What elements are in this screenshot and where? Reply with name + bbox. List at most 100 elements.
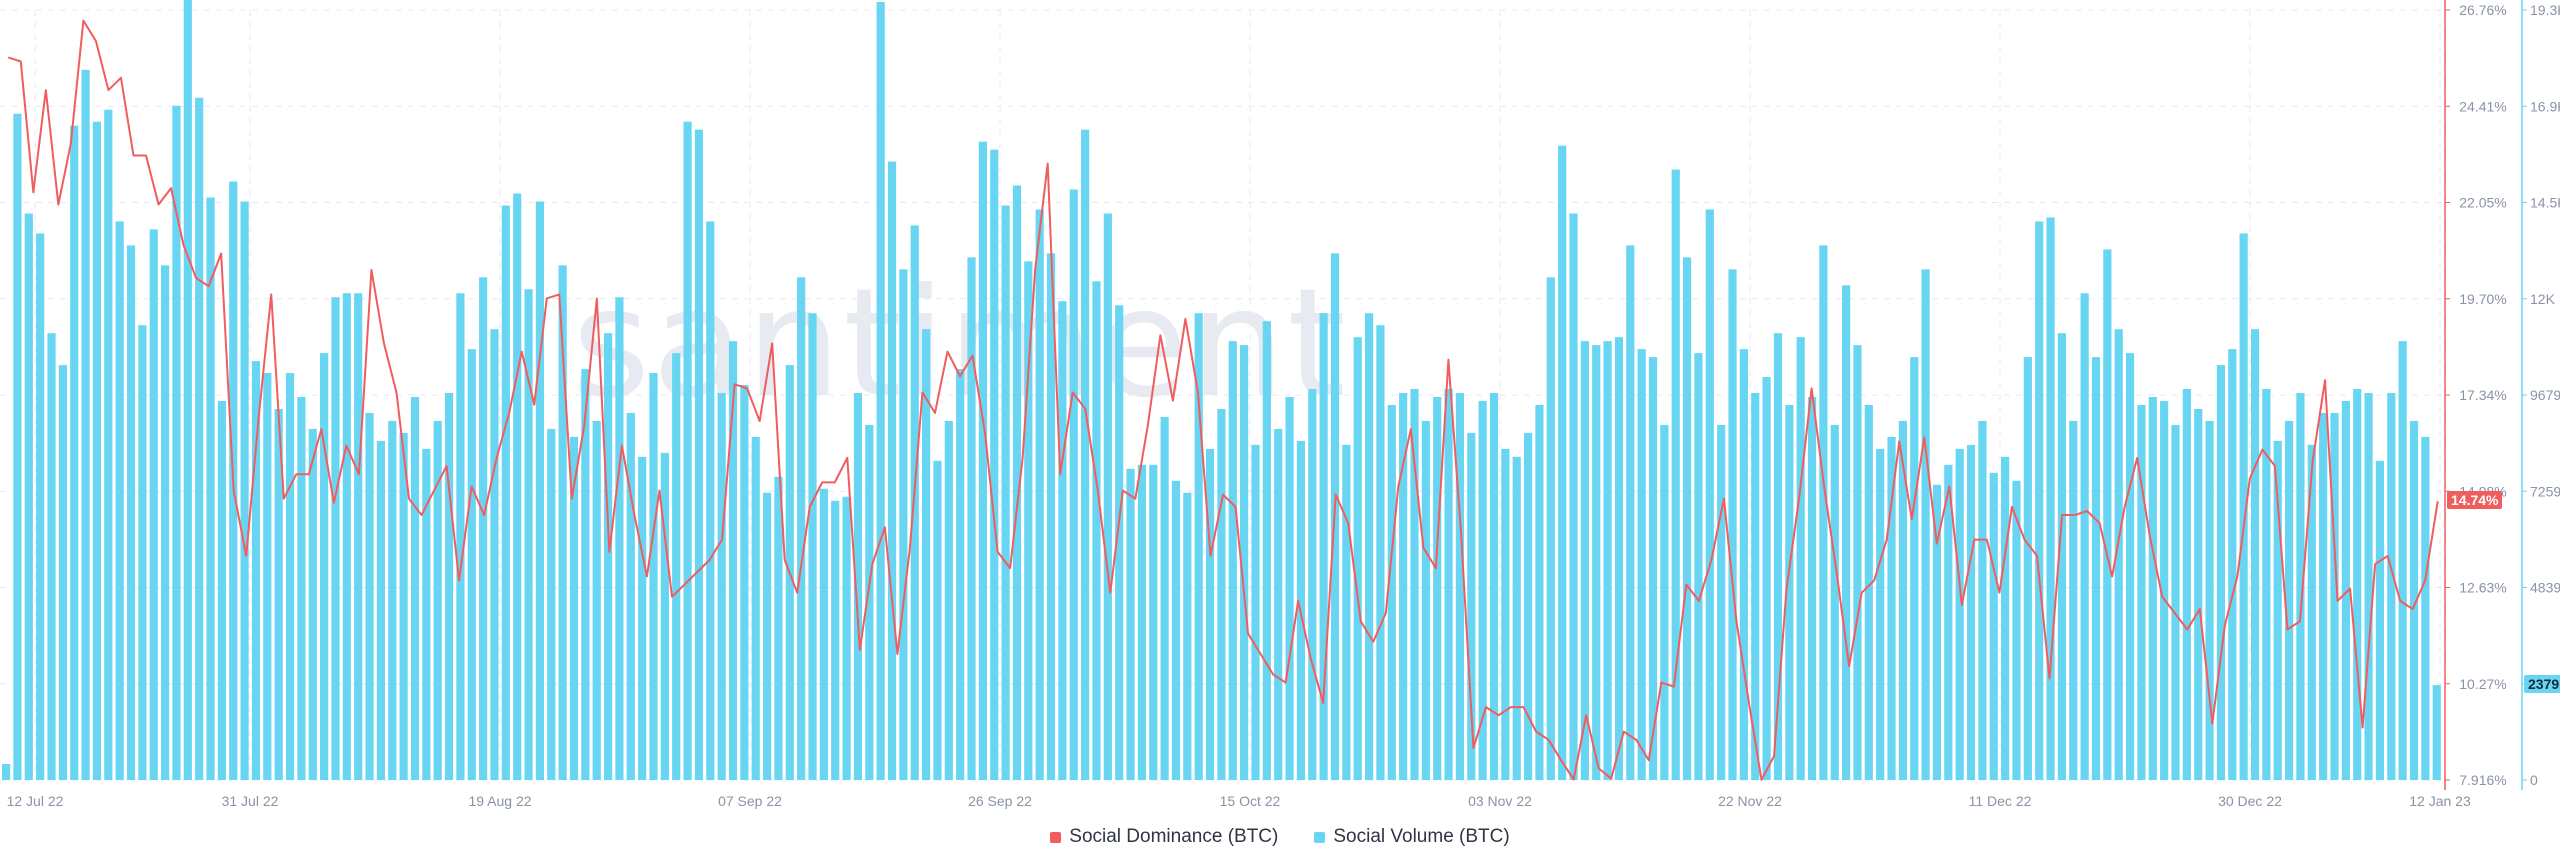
volume-bar (513, 193, 522, 780)
volume-bar (1160, 416, 1169, 780)
volume-bar (479, 277, 488, 780)
volume-bar (217, 400, 226, 780)
volume-bar (331, 297, 340, 780)
volume-bar (2080, 293, 2089, 780)
volume-bar (615, 297, 624, 780)
volume-bar (581, 369, 590, 780)
volume-bar (1069, 189, 1078, 780)
volume-bar (2296, 393, 2305, 780)
volume-bar (320, 353, 329, 780)
volume-bar (376, 440, 385, 780)
volume-bar (1955, 448, 1964, 780)
volume-bar (1796, 337, 1805, 780)
volume-bar (2182, 389, 2191, 780)
volume-bar (2125, 353, 2135, 780)
volume-bar (1353, 337, 1362, 780)
volume-bar (1024, 261, 1033, 781)
volume-bar (569, 436, 579, 780)
right-axis-tick-label: 12K (2530, 291, 2556, 307)
volume-bar (1285, 396, 1294, 780)
volume-bar (1012, 185, 1022, 781)
volume-bar (808, 313, 817, 780)
volume-bar (2239, 233, 2248, 781)
volume-bar (1966, 444, 1976, 780)
volume-bar (1376, 325, 1385, 780)
volume-bar (81, 69, 90, 781)
volume-bar (1103, 213, 1112, 781)
volume-bar (910, 225, 919, 780)
right-axis-tick-label: 9679 (2530, 387, 2560, 403)
volume-bar (1444, 389, 1453, 780)
volume-bar (2012, 480, 2021, 780)
volume-bar (206, 197, 215, 780)
volume-bar (308, 428, 317, 780)
volume-bar (944, 420, 953, 780)
volume-bar (774, 476, 783, 780)
volume-bar (649, 373, 658, 780)
volume-bar (1773, 333, 1783, 780)
volume-bar (58, 365, 67, 780)
volume-bar (1932, 484, 1942, 780)
volume-bar (694, 129, 704, 780)
volume-bar (2023, 357, 2032, 780)
volume-bar (751, 436, 760, 780)
volume-bar (47, 333, 56, 780)
volume-bar (161, 265, 170, 781)
volume-bar (1137, 464, 1146, 780)
volume-bar (1183, 492, 1192, 780)
volume-bar (592, 420, 601, 780)
volume-bar (1171, 480, 1181, 780)
legend-item-social-volume[interactable]: Social Volume (BTC) (1314, 826, 1510, 848)
volume-bar (36, 233, 45, 781)
volume-bar (1126, 468, 1135, 780)
volume-bar (1989, 472, 1998, 780)
volume-bar (2103, 249, 2112, 780)
volume-bar (819, 488, 828, 780)
volume-bar (1467, 432, 1476, 780)
volume-bar (2205, 420, 2214, 780)
volume-bar (2148, 396, 2157, 780)
volume-bar (2, 764, 11, 780)
volume-bar (887, 161, 897, 781)
left-axis-tick-label: 12.63% (2459, 580, 2506, 596)
volume-bar (2330, 412, 2339, 780)
volume-bar (126, 245, 136, 780)
volume-bar (2216, 365, 2226, 780)
legend-label-social-volume: Social Volume (BTC) (1333, 826, 1510, 847)
volume-bar (2319, 412, 2328, 780)
volume-bar (899, 269, 908, 780)
volume-bar (1739, 349, 1748, 780)
volume-bar (501, 205, 510, 781)
volume-bar (2069, 420, 2078, 780)
volume-bar (1001, 205, 1010, 781)
volume-bar (990, 149, 999, 780)
legend-item-social-dominance[interactable]: Social Dominance (BTC) (1050, 826, 1278, 848)
left-axis-tick-label: 10.27% (2459, 676, 2506, 692)
volume-bar (2284, 420, 2294, 780)
x-axis-tick-label: 22 Nov 22 (1718, 793, 1782, 809)
volume-bar (1387, 404, 1396, 780)
volume-bar (183, 0, 192, 780)
volume-bar (1433, 396, 1442, 780)
volume-bar (1478, 400, 1487, 780)
volume-bar (70, 125, 79, 780)
left-axis-tick-label: 7.916% (2459, 772, 2506, 788)
right-axis-tick-label: 0 (2530, 772, 2538, 788)
right-axis-tick-label: 14.5K (2530, 195, 2560, 211)
right-axis-tick-label: 4839 (2530, 580, 2560, 596)
volume-bar (1410, 389, 1419, 780)
volume-bar (706, 221, 715, 780)
volume-bar (2353, 389, 2362, 780)
volume-bar (2273, 440, 2282, 780)
right-axis-tick-label: 16.9K (2530, 98, 2560, 114)
volume-bar (2114, 329, 2123, 780)
volume-bar (717, 393, 726, 780)
volume-bar (1046, 253, 1056, 780)
volume-bar (1842, 285, 1851, 780)
volume-bar (1637, 349, 1646, 780)
volume-bar (138, 325, 147, 780)
volume-bar (1115, 305, 1124, 780)
volume-bar (2421, 436, 2430, 780)
